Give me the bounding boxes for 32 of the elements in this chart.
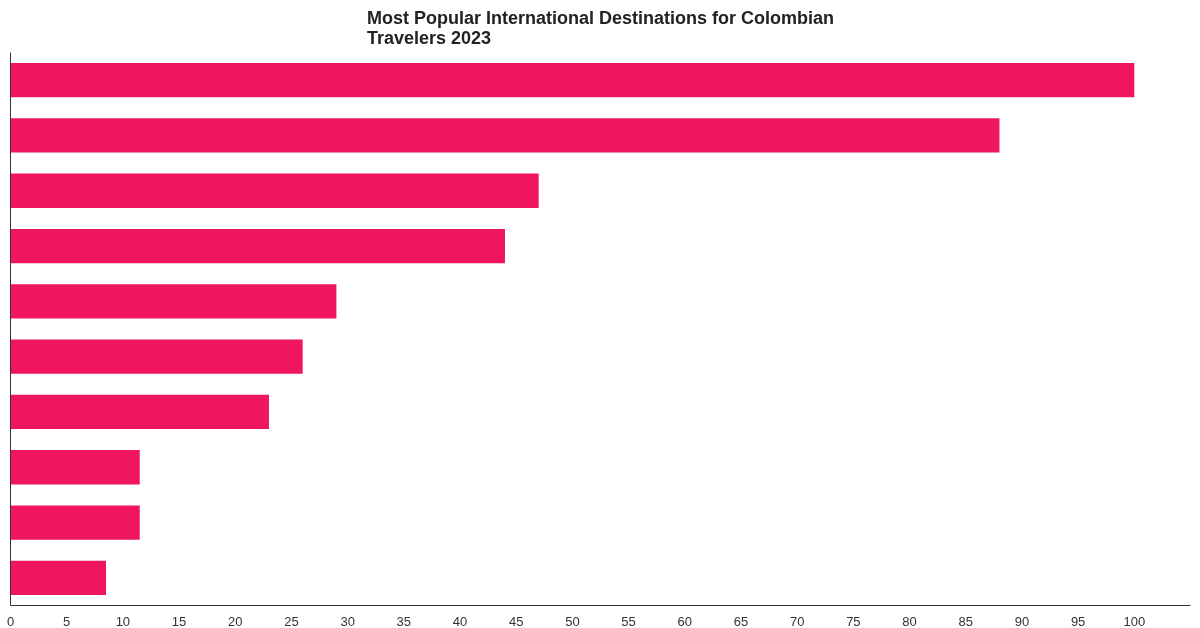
x-tick-label: 70	[789, 613, 805, 628]
x-tick-label: 45	[508, 613, 524, 628]
x-tick-label: 75	[846, 613, 861, 628]
x-tick-label: 65	[733, 613, 749, 628]
bar	[10, 505, 140, 540]
x-tick-label: 95	[1070, 613, 1086, 628]
bar	[10, 63, 1135, 98]
x-tick-label: 20	[228, 613, 243, 628]
x-tick-label: 35	[396, 613, 412, 628]
bar	[10, 228, 505, 264]
x-tick-label: 50	[565, 613, 580, 628]
x-tick-label: 40	[452, 613, 468, 628]
bar	[10, 450, 140, 485]
bar	[10, 284, 337, 319]
x-tick-label: 85	[958, 613, 973, 628]
bar	[10, 394, 269, 430]
bar	[10, 560, 107, 595]
x-tick-label: 60	[677, 613, 693, 628]
x-tick-label: 100	[1123, 613, 1146, 628]
x-tick-label: 5	[63, 613, 71, 628]
x-tick-label: 10	[115, 613, 131, 628]
bar	[10, 118, 1000, 153]
x-tick-label: 30	[340, 613, 355, 628]
x-tick-label: 15	[171, 613, 187, 628]
bar	[10, 339, 303, 374]
x-tick-label: 80	[902, 613, 917, 628]
bar	[10, 173, 539, 208]
x-tick-label: 25	[284, 613, 299, 628]
x-tick-label: 55	[621, 613, 636, 628]
x-tick-label: 90	[1014, 613, 1030, 628]
chart-title: Most Popular International Destinations for Colombian Travelers 2023	[366, 7, 835, 48]
x-tick-label: 0	[6, 613, 15, 628]
